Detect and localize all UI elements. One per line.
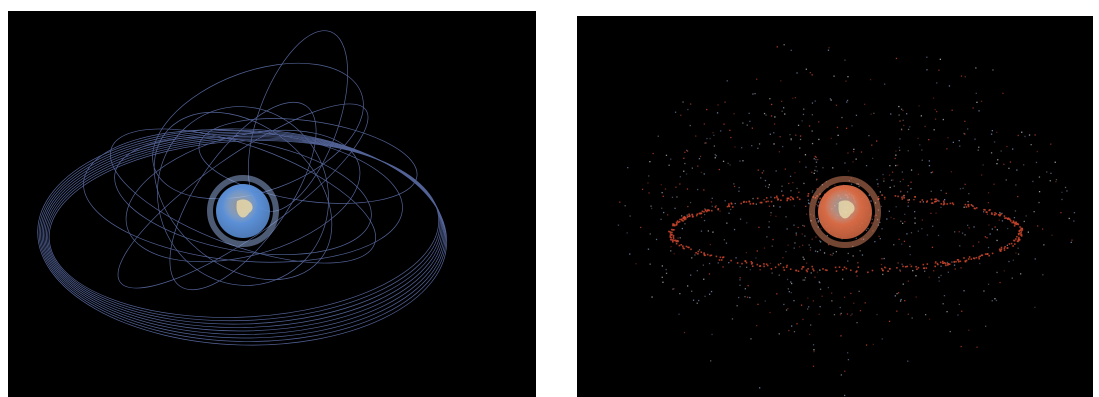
orbit-trails-panel	[8, 11, 536, 397]
orbit-trails-image	[8, 11, 536, 397]
debris-cloud-image	[577, 16, 1093, 397]
debris-cloud-panel	[577, 16, 1093, 397]
